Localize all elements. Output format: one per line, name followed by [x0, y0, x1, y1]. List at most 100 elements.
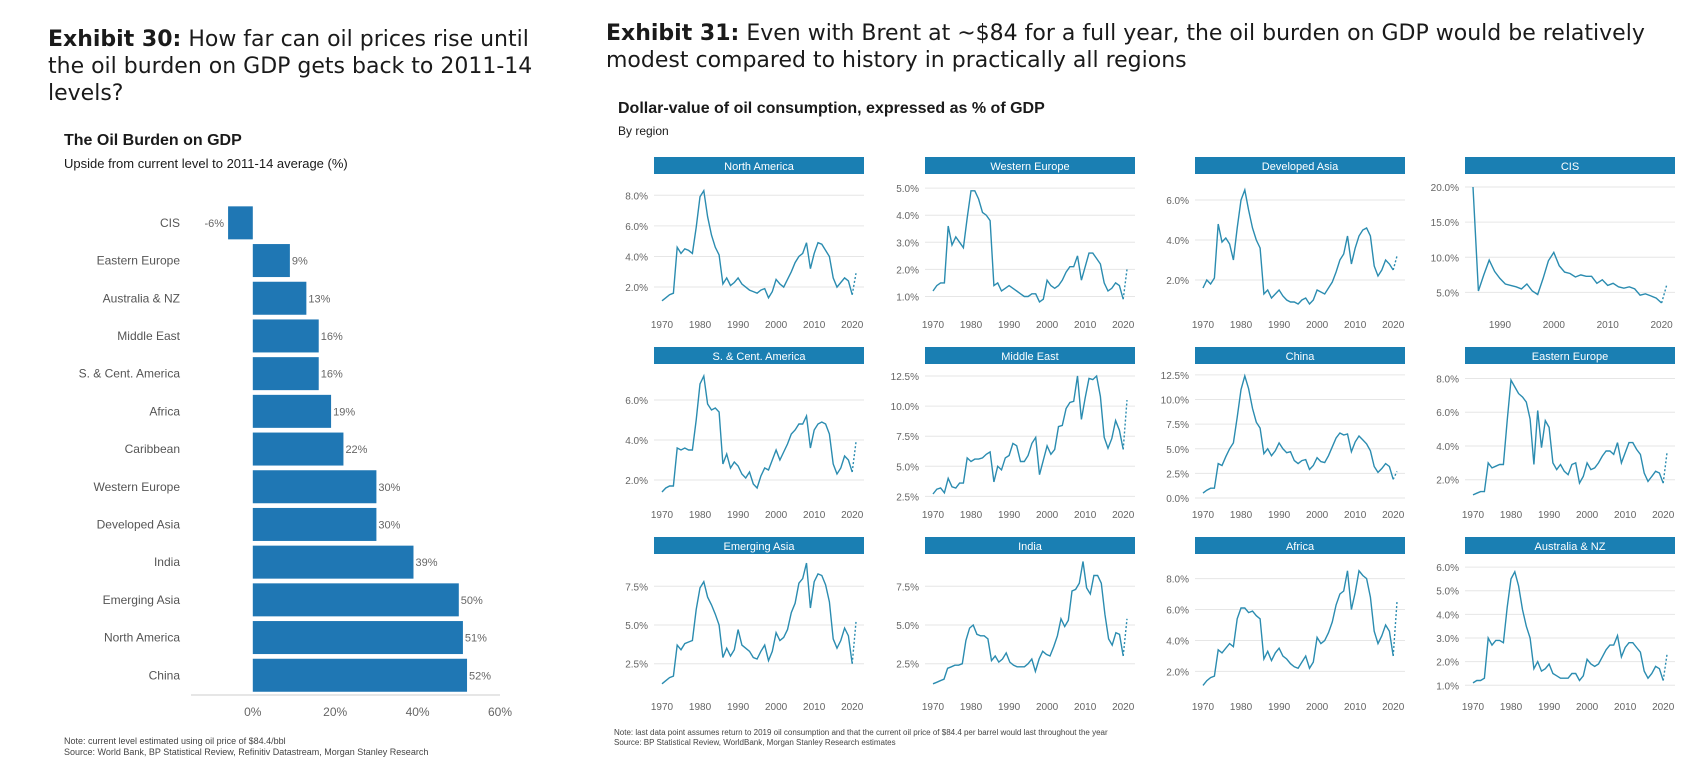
panel-x-tick-label: 2000 — [1036, 702, 1059, 713]
bar-2 — [252, 281, 307, 315]
panel-y-tick-label: 4.0% — [625, 436, 648, 447]
panel-y-tick-label: 2.0% — [1166, 667, 1189, 678]
panel-header-bar — [1465, 347, 1675, 364]
panel-projection-line — [1662, 654, 1668, 681]
panel-header-label: CIS — [1561, 161, 1579, 173]
panel-x-tick-label: 1970 — [922, 510, 945, 521]
exhibit-31-title: Exhibit 31: Even with Brent at ~$84 for … — [606, 20, 1686, 74]
panel-x-tick-label: 2020 — [1382, 702, 1405, 713]
panel-x-tick-label: 1990 — [1268, 702, 1291, 713]
panel-x-tick-label: 2020 — [841, 510, 864, 521]
bar-category-label: Africa — [149, 404, 180, 418]
panel-x-tick-label: 1980 — [960, 702, 983, 713]
exhibit-31-label: Exhibit 31: — [606, 21, 740, 46]
panel-x-tick-label: 2020 — [1112, 320, 1135, 331]
panel-x-tick-label: 1980 — [1500, 702, 1523, 713]
panel-x-tick-label: 1970 — [1462, 510, 1485, 521]
bar-12 — [252, 658, 468, 692]
panel-y-tick-label: 5.0% — [1436, 288, 1459, 299]
panel-x-tick-label: 1980 — [689, 510, 712, 521]
exhibit-31-note: Note: last data point assumes return to … — [614, 728, 1108, 737]
panels-chart-title: Dollar-value of oil consumption, express… — [618, 100, 1045, 117]
panel-projection-line — [1662, 452, 1668, 484]
panel-11: Australia & NZ 1.0% 2.0% 3.0% 4.0% 5.0% 6.0% 19… — [1436, 537, 1675, 713]
panel-y-tick-label: 4.0% — [1166, 236, 1189, 247]
bar-5 — [252, 394, 332, 428]
bar-value-label: 30% — [378, 482, 400, 494]
panel-0: North America 2.0% 4.0% 6.0% 8.0% 1970 1980 199… — [625, 157, 864, 331]
panel-x-tick-label: 2010 — [1614, 702, 1637, 713]
panel-series-line — [932, 561, 1124, 685]
panel-x-tick-label: 2020 — [1382, 510, 1405, 521]
panel-series-line — [932, 374, 1124, 495]
panel-x-tick-label: 2010 — [1344, 702, 1367, 713]
panel-header-label: Emerging Asia — [724, 541, 796, 553]
panel-8: Emerging Asia 2.5% 5.0% 7.5% 1970 1980 1990 200… — [625, 537, 864, 713]
panel-1: Western Europe 1.0% 2.0% 3.0% 4.0% 5.0% 1970 19… — [896, 157, 1135, 331]
panel-x-tick-label: 1980 — [1230, 320, 1253, 331]
panel-header-label: India — [1018, 541, 1043, 553]
panel-series-line — [1472, 186, 1663, 304]
bar-category-label: Emerging Asia — [103, 593, 181, 607]
bar-10 — [252, 583, 459, 617]
panel-y-tick-label: 8.0% — [625, 191, 648, 202]
bar-category-label: India — [154, 555, 180, 569]
panel-x-tick-label: 2000 — [765, 702, 788, 713]
panel-y-tick-label: 4.0% — [625, 252, 648, 263]
panel-x-tick-label: 1980 — [689, 320, 712, 331]
panel-projection-line — [1392, 601, 1398, 657]
panel-series-line — [1202, 569, 1394, 686]
bar-7 — [252, 470, 377, 504]
panel-y-tick-label: 3.0% — [1436, 634, 1459, 645]
bar-category-label: CIS — [160, 216, 180, 230]
panel-y-tick-label: 6.0% — [1436, 408, 1459, 419]
bar-value-label: 16% — [321, 331, 343, 343]
panel-y-tick-label: 2.5% — [896, 660, 919, 671]
panel-x-tick-label: 1990 — [727, 320, 750, 331]
panel-header-label: Eastern Europe — [1532, 351, 1608, 363]
panel-y-tick-label: 2.0% — [625, 283, 648, 294]
panel-x-tick-label: 1990 — [998, 320, 1021, 331]
panel-y-tick-label: 20.0% — [1431, 183, 1459, 194]
exhibit-31-headline: Even with Brent at ~$84 for a full year,… — [606, 21, 1645, 73]
panel-x-tick-label: 2000 — [1306, 702, 1329, 713]
bar-chart-title: The Oil Burden on GDP — [64, 132, 242, 149]
panel-x-tick-label: 1990 — [727, 702, 750, 713]
panel-x-tick-label: 2020 — [841, 702, 864, 713]
panel-y-tick-label: 6.0% — [1436, 563, 1459, 574]
panel-header-label: North America — [724, 161, 795, 173]
bar-4 — [252, 357, 319, 391]
bar-value-label: 13% — [308, 293, 330, 305]
panel-10: Africa 2.0% 4.0% 6.0% 8.0% 1970 1980 1990 2000 20… — [1166, 537, 1405, 713]
panel-x-tick-label: 1970 — [922, 320, 945, 331]
panel-y-tick-label: 5.0% — [896, 462, 919, 473]
panel-x-tick-label: 1980 — [1230, 702, 1253, 713]
panel-x-tick-label: 2000 — [1306, 320, 1329, 331]
panel-7: Eastern Europe 2.0% 4.0% 6.0% 8.0% 1970 1980 19… — [1436, 347, 1675, 521]
panel-y-tick-label: 5.0% — [625, 621, 648, 632]
bar-value-label: 30% — [378, 519, 400, 531]
panel-header-bar — [925, 537, 1135, 554]
panel-series-line — [661, 373, 853, 493]
bar-category-label: S. & Cent. America — [79, 367, 181, 381]
panel-x-tick-label: 2010 — [1074, 510, 1097, 521]
bar-value-label: 22% — [345, 444, 367, 456]
panel-x-tick-label: 2020 — [841, 320, 864, 331]
panel-series-line — [1202, 187, 1394, 306]
exhibit-30-label: Exhibit 30: — [48, 27, 182, 52]
bar-category-label: Australia & NZ — [103, 291, 180, 305]
panel-header-label: China — [1286, 351, 1316, 363]
panel-header-bar — [1195, 537, 1405, 554]
bar-1 — [252, 244, 290, 278]
panel-y-tick-label: 2.0% — [896, 265, 919, 276]
panel-y-tick-label: 4.0% — [1436, 442, 1459, 453]
panel-y-tick-label: 5.0% — [896, 184, 919, 195]
panel-y-tick-label: 12.5% — [1161, 371, 1189, 382]
bar-9 — [252, 545, 414, 579]
exhibit-30-question: How far can oil prices rise until the oi… — [48, 27, 533, 106]
panel-y-tick-label: 12.5% — [891, 372, 919, 383]
panel-x-tick-label: 1990 — [998, 510, 1021, 521]
panel-series-line — [932, 190, 1124, 303]
exhibit-30-note: Note: current level estimated using oil … — [64, 736, 286, 746]
panel-y-tick-label: 5.0% — [896, 621, 919, 632]
